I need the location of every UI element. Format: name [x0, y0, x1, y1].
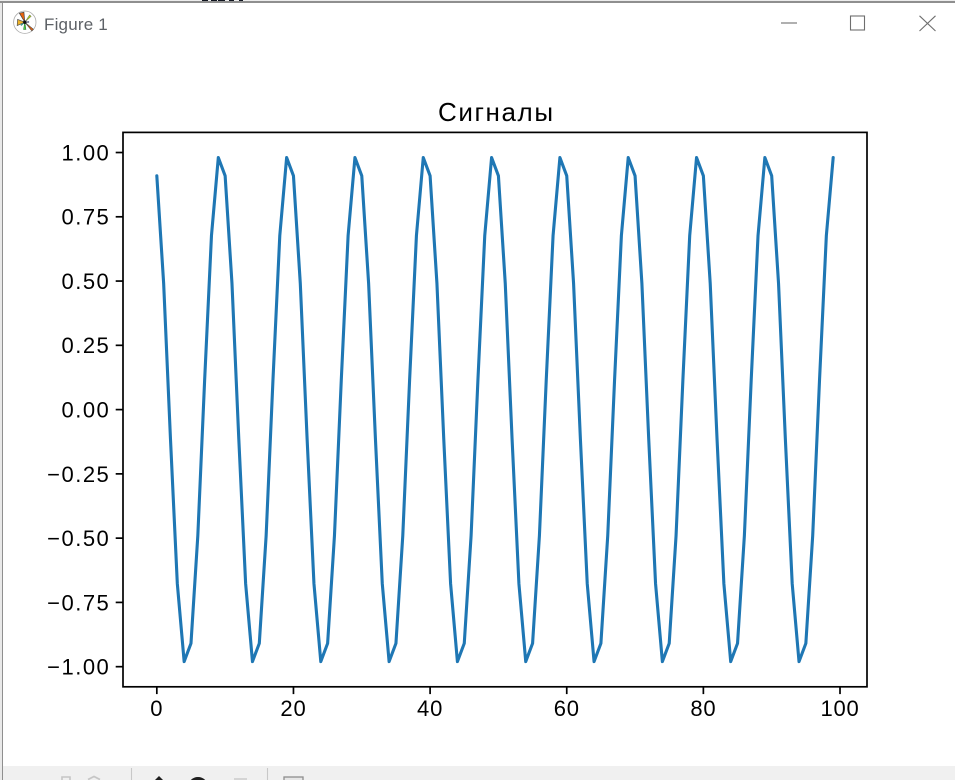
svg-text:60: 60 [554, 696, 580, 721]
svg-text:1.00: 1.00 [61, 140, 110, 165]
svg-text:−0.50: −0.50 [47, 526, 110, 551]
svg-text:−1.00: −1.00 [47, 655, 110, 680]
svg-text:20: 20 [280, 696, 306, 721]
svg-text:−0.25: −0.25 [47, 462, 110, 487]
svg-text:0.25: 0.25 [61, 333, 110, 358]
svg-text:0.75: 0.75 [61, 205, 110, 230]
svg-text:Сигналы: Сигналы [438, 97, 555, 127]
svg-text:0.00: 0.00 [61, 398, 110, 423]
svg-text:0: 0 [150, 696, 163, 721]
svg-text:80: 80 [690, 696, 716, 721]
svg-text:100: 100 [820, 696, 859, 721]
svg-text:0.50: 0.50 [61, 269, 110, 294]
svg-text:40: 40 [417, 696, 443, 721]
svg-text:−0.75: −0.75 [47, 590, 110, 615]
